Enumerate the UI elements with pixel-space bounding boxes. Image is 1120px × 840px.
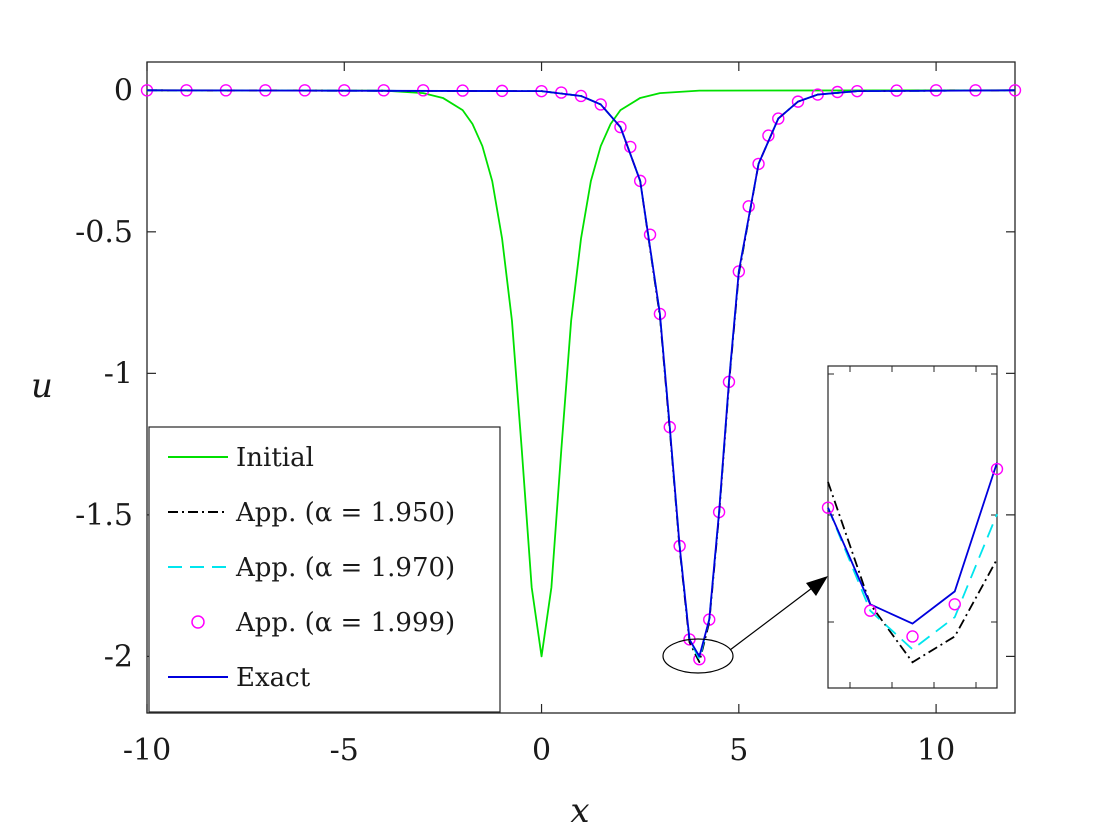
- zoom-arrow-head: [806, 576, 828, 596]
- legend-label-exact: Exact: [236, 663, 311, 693]
- zoom-arrow-line: [729, 581, 821, 651]
- inset-zoom: [821, 365, 1004, 689]
- marker-point: [643, 228, 657, 241]
- y-tick-label: -1: [104, 356, 133, 391]
- inset-app-1970-line: [827, 507, 998, 651]
- x-tick-label: 10: [917, 733, 955, 768]
- zoom-ellipse: [662, 638, 734, 674]
- y-axis: 0 -0.5 -1 -1.5 -2: [75, 73, 1015, 674]
- legend-item-app-1999: App. (α = 1.999): [191, 608, 455, 638]
- legend-item-app-1970: App. (α = 1.970): [168, 553, 455, 583]
- x-tick-label: 0: [532, 733, 551, 768]
- marker-point: [791, 95, 805, 108]
- inset-marker-point: [906, 630, 919, 643]
- y-tick-label: -0.5: [75, 215, 133, 250]
- marker-point: [594, 98, 607, 111]
- legend-label-app-1950: App. (α = 1.950): [235, 498, 455, 528]
- inset-marker-point: [948, 598, 961, 611]
- marker-point: [752, 157, 765, 171]
- legend-label-app-1970: App. (α = 1.970): [235, 553, 455, 583]
- marker-point: [614, 120, 627, 134]
- legend-item-app-1950: App. (α = 1.950): [168, 498, 455, 528]
- legend-label-initial: Initial: [236, 443, 314, 473]
- inset-app-1950-line: [827, 481, 998, 664]
- inset-exact-line: [827, 462, 998, 625]
- marker-point: [772, 112, 785, 125]
- inset-lines: [821, 462, 1004, 664]
- x-axis-label: x: [570, 791, 589, 831]
- y-tick-label: -1.5: [75, 498, 133, 533]
- series-layer: [140, 84, 1022, 666]
- x-tick-label: 5: [729, 733, 748, 768]
- legend: Initial App. (α = 1.950) App. (α = 1.970…: [148, 426, 501, 713]
- inset-marker-point: [990, 462, 1004, 476]
- x-axis: -10 -5 0 5 10: [123, 62, 955, 768]
- x-tick-label: -10: [123, 733, 171, 768]
- legend-box: [148, 426, 501, 713]
- y-tick-label: -2: [104, 639, 133, 674]
- legend-item-initial: Initial: [168, 443, 314, 473]
- series-0-line: [146, 89, 1016, 658]
- y-tick-label: 0: [114, 73, 133, 108]
- inset-frame: [827, 365, 998, 689]
- legend-item-exact: Exact: [168, 663, 311, 693]
- marker-point: [742, 200, 755, 213]
- legend-swatch-app-1999: [191, 615, 205, 629]
- y-axis-label: u: [31, 366, 53, 406]
- legend-label-app-1999: App. (α = 1.999): [235, 608, 455, 638]
- inset-marker-point: [864, 604, 877, 617]
- inset-marker-point: [821, 501, 835, 514]
- series-4-line: [146, 89, 1016, 658]
- x-tick-label: -5: [330, 733, 359, 768]
